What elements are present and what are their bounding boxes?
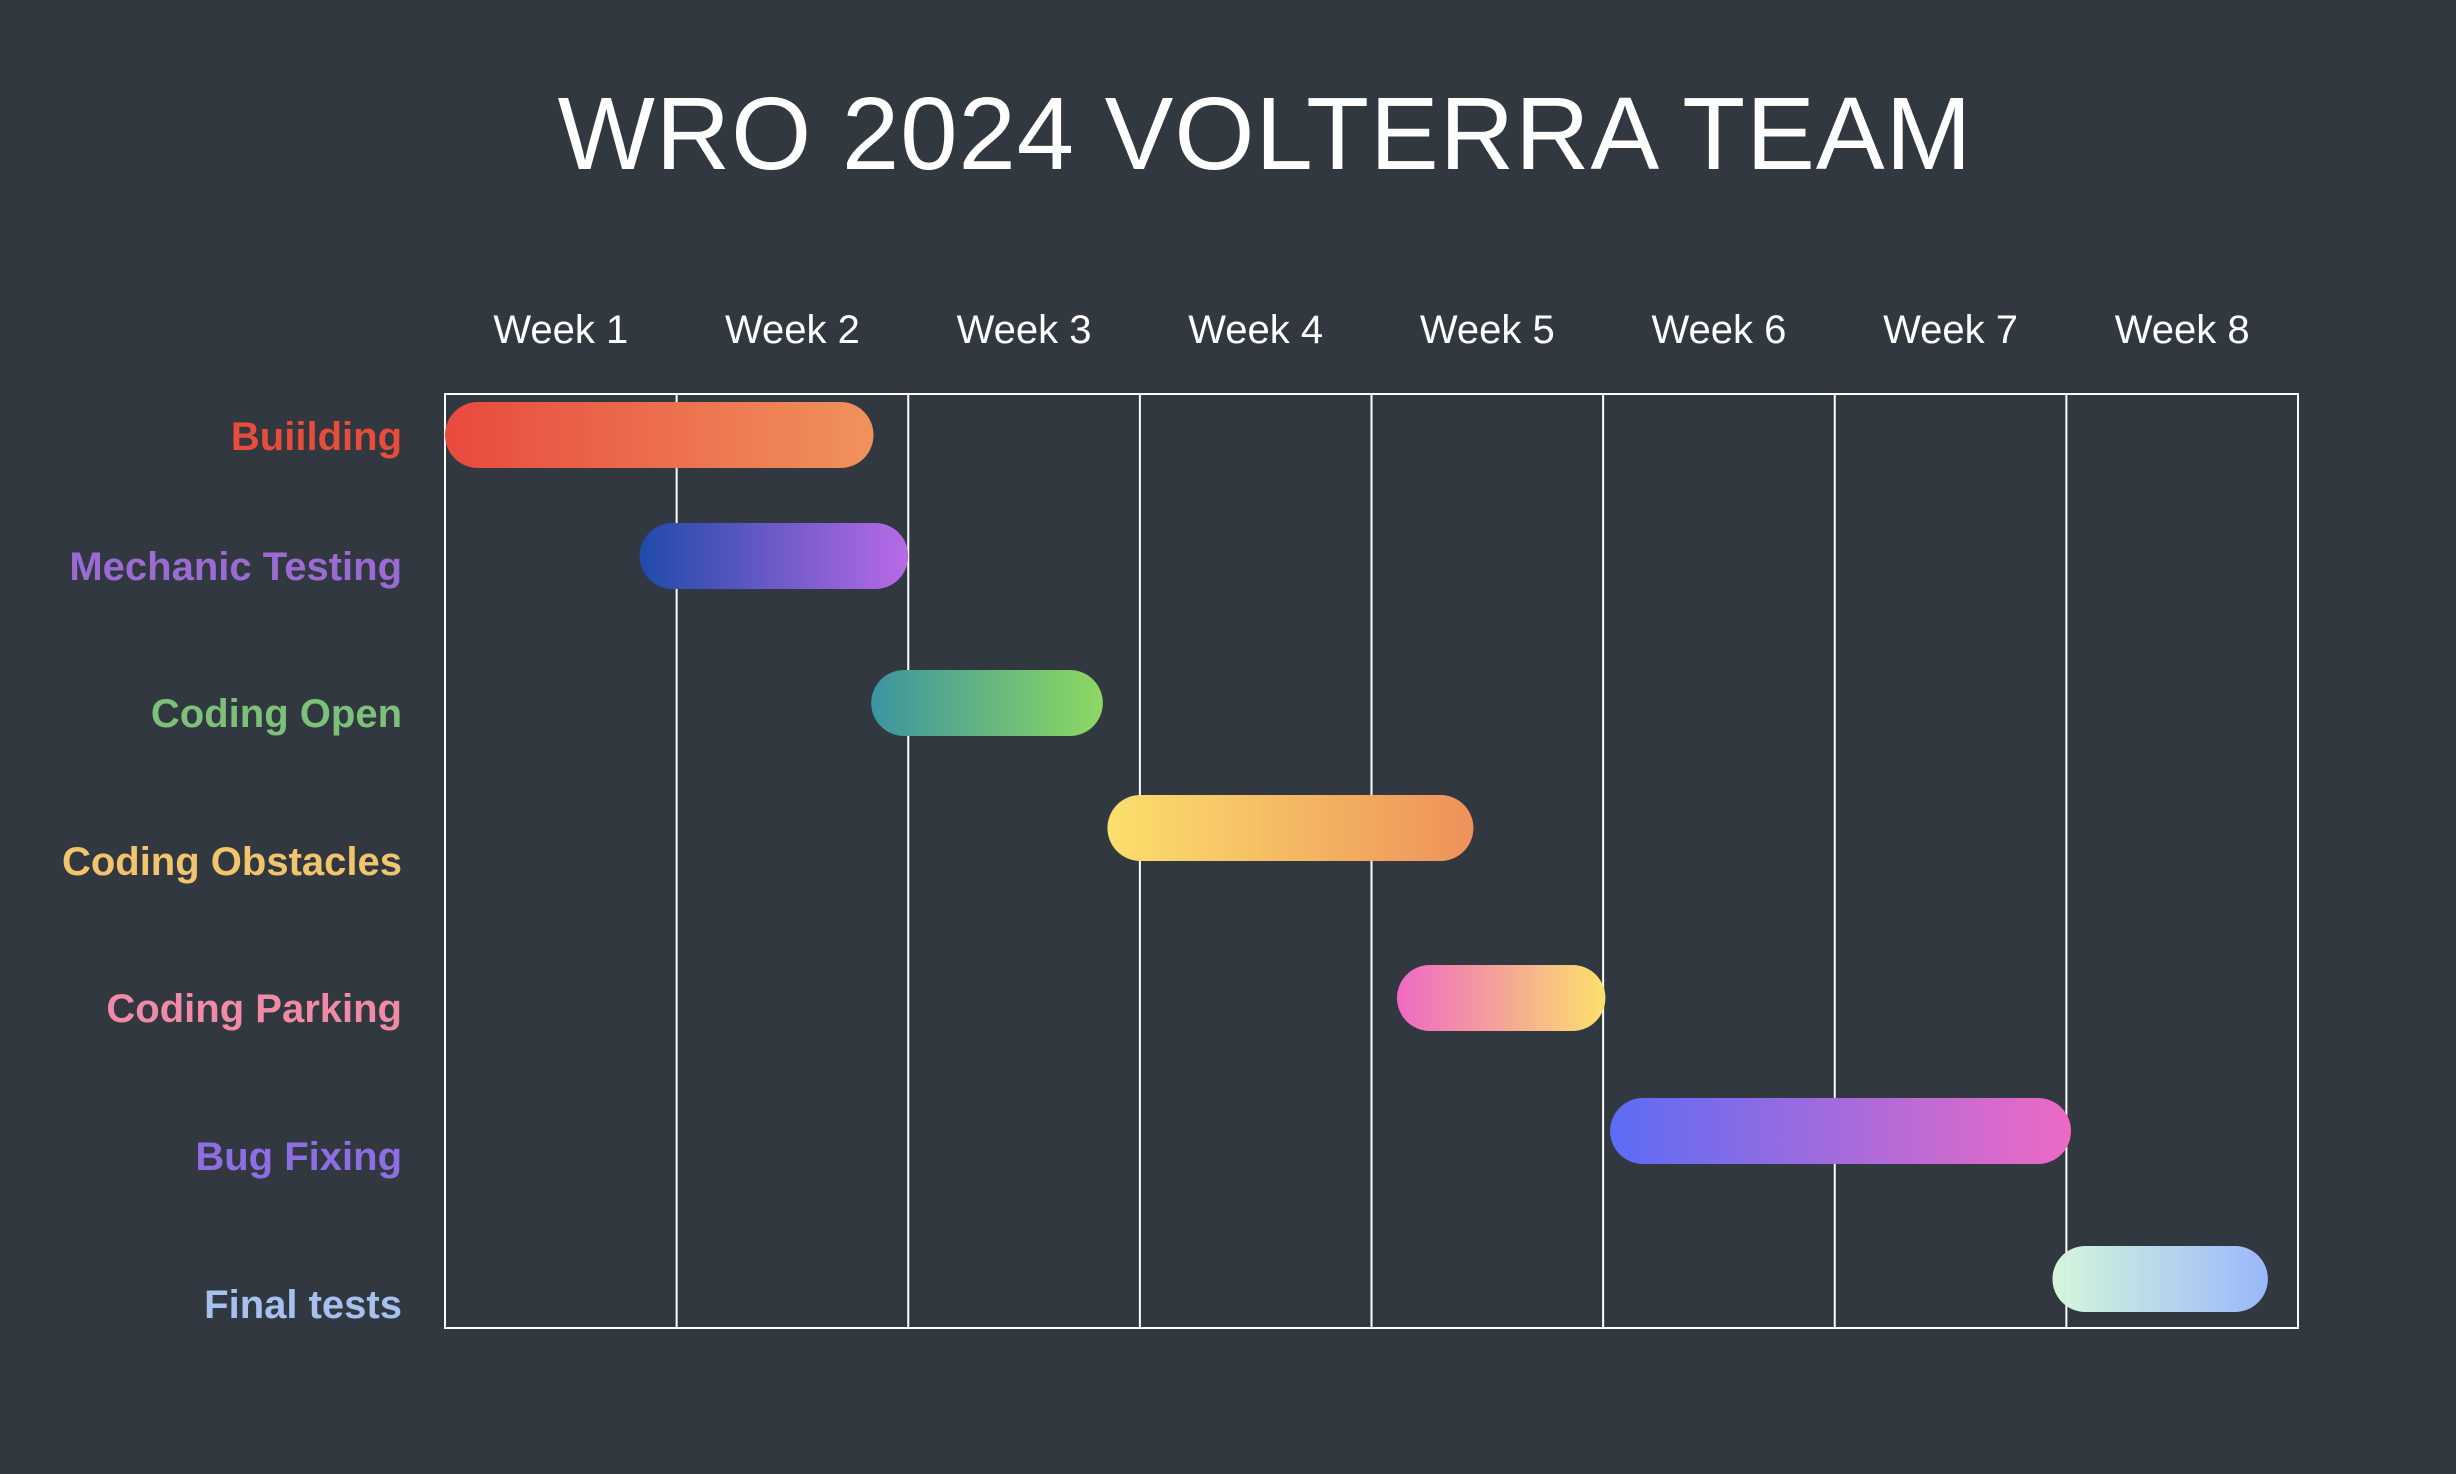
week-header: Week 3: [957, 308, 1092, 352]
task-label: Coding Obstacles: [62, 840, 402, 884]
task-bar: [445, 402, 874, 468]
task-label: Bug Fixing: [195, 1135, 402, 1179]
week-header: Week 4: [1188, 308, 1323, 352]
week-header: Week 6: [1651, 308, 1786, 352]
task-bar: [1396, 965, 1606, 1031]
week-header: Week 8: [2115, 308, 2250, 352]
week-header: Week 1: [493, 308, 628, 352]
task-label: Coding Parking: [106, 987, 402, 1031]
task-bar: [2052, 1246, 2268, 1312]
task-bar: [639, 523, 909, 589]
task-bar: [871, 670, 1103, 736]
task-bar: [1610, 1098, 2072, 1164]
task-label: Mechanic Testing: [69, 545, 402, 589]
task-bar: [1107, 795, 1474, 861]
week-header: Week 5: [1420, 308, 1555, 352]
task-label: Buiilding: [231, 415, 402, 459]
chart-title: WRO 2024 VOLTERRA TEAM: [557, 76, 1973, 191]
week-header: Week 7: [1883, 308, 2018, 352]
week-header: Week 2: [725, 308, 860, 352]
task-label: Final tests: [204, 1283, 402, 1327]
task-label: Coding Open: [151, 692, 402, 736]
